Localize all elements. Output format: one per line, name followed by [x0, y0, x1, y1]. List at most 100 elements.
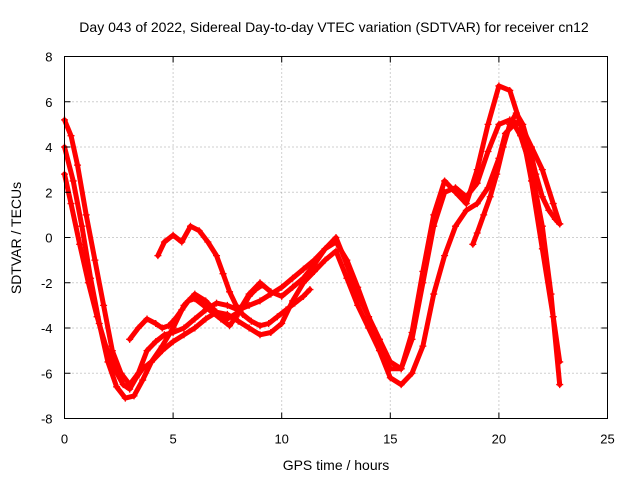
data-point-marker — [152, 338, 160, 346]
data-point-marker — [273, 313, 281, 321]
data-point-marker — [408, 369, 416, 377]
data-point-marker — [291, 299, 299, 307]
data-point-marker — [343, 256, 351, 264]
data-point-marker — [102, 342, 110, 350]
data-point-marker — [67, 200, 75, 208]
y-tick-label: -2 — [41, 276, 53, 291]
data-point-marker — [110, 365, 118, 373]
series-3 — [61, 82, 564, 393]
data-point-marker — [245, 292, 253, 300]
data-point-marker — [310, 261, 318, 269]
data-point-marker — [289, 283, 297, 291]
data-point-marker — [84, 279, 92, 287]
data-point-marker — [556, 358, 564, 366]
data-point-marker — [100, 301, 108, 309]
data-point-marker — [143, 347, 151, 355]
data-point-marker — [78, 222, 86, 230]
data-point-marker — [556, 220, 564, 228]
data-point-marker — [441, 252, 449, 260]
data-point-marker — [480, 211, 488, 219]
data-point-marker — [158, 342, 166, 350]
x-tick-label: 10 — [274, 432, 288, 447]
data-point-marker — [506, 86, 514, 94]
data-point-marker — [143, 315, 151, 323]
data-point-marker — [549, 313, 557, 321]
data-point-marker — [556, 381, 564, 389]
y-tick-label: 0 — [45, 231, 52, 246]
data-point-marker — [289, 274, 297, 282]
data-point-marker — [76, 240, 84, 248]
data-point-marker — [126, 385, 134, 393]
data-point-marker — [160, 238, 168, 246]
data-point-marker — [484, 148, 492, 156]
data-point-marker — [278, 319, 286, 327]
data-point-marker — [267, 288, 275, 296]
data-point-marker — [247, 317, 255, 325]
x-tick-label: 15 — [383, 432, 397, 447]
series-1 — [61, 116, 564, 389]
data-point-marker — [321, 245, 329, 253]
grid-lines — [64, 56, 608, 419]
data-point-marker — [169, 231, 177, 239]
data-point-marker — [538, 245, 546, 253]
data-point-marker — [397, 381, 405, 389]
y-tick-label: -6 — [41, 366, 53, 381]
series-line — [155, 223, 313, 329]
data-point-marker — [219, 270, 227, 278]
x-tick-label: 5 — [169, 432, 176, 447]
data-point-marker — [386, 358, 394, 366]
data-point-marker — [226, 322, 234, 330]
data-point-marker — [74, 161, 82, 169]
data-point-marker — [519, 120, 527, 128]
data-point-marker — [245, 324, 253, 332]
series-5 — [154, 222, 314, 330]
data-point-marker — [252, 286, 260, 294]
data-point-marker — [191, 315, 199, 323]
data-point-marker — [462, 206, 470, 214]
data-point-marker — [121, 394, 129, 402]
data-point-marker — [419, 342, 427, 350]
y-axis-label: SDTVAR / TECUs — [8, 182, 24, 294]
data-point-marker — [375, 335, 383, 343]
data-point-marker — [195, 227, 203, 235]
data-point-marker — [82, 211, 90, 219]
series-4 — [126, 281, 266, 343]
y-tick-label: 4 — [45, 140, 52, 155]
data-point-marker — [486, 193, 494, 201]
data-point-marker — [473, 229, 481, 237]
data-point-marker — [299, 292, 307, 300]
data-point-marker — [299, 265, 307, 273]
data-point-marker — [408, 329, 416, 337]
data-point-marker — [134, 324, 142, 332]
data-point-marker — [93, 313, 101, 321]
data-point-marker — [130, 392, 138, 400]
data-point-marker — [232, 313, 240, 321]
data-point-marker — [132, 374, 140, 382]
series-line — [62, 83, 563, 392]
data-point-marker — [469, 240, 477, 248]
data-point-marker — [152, 319, 160, 327]
data-point-marker — [139, 376, 147, 384]
data-point-marker — [512, 109, 520, 117]
data-point-marker — [232, 301, 240, 309]
data-point-marker — [332, 247, 340, 255]
data-point-marker — [375, 347, 383, 355]
data-point-marker — [397, 365, 405, 373]
data-point-marker — [451, 188, 459, 196]
series-line — [62, 117, 563, 388]
y-axis-tick-labels: -8 -6 -4 -2 0 2 4 6 8 — [41, 50, 53, 427]
data-point-marker — [365, 313, 373, 321]
data-point-marker — [343, 274, 351, 282]
x-axis-tick-labels: 0 5 10 15 20 25 — [61, 432, 615, 447]
data-point-marker — [551, 215, 559, 223]
data-point-marker — [256, 322, 264, 330]
y-tick-label: -4 — [41, 321, 53, 336]
data-point-marker — [202, 315, 210, 323]
data-point-marker — [180, 331, 188, 339]
data-point-marker — [154, 252, 162, 260]
y-tick-label: 6 — [45, 95, 52, 110]
data-point-marker — [258, 281, 266, 289]
data-series-group — [61, 82, 564, 402]
data-point-marker — [549, 200, 557, 208]
data-point-marker — [223, 301, 231, 309]
